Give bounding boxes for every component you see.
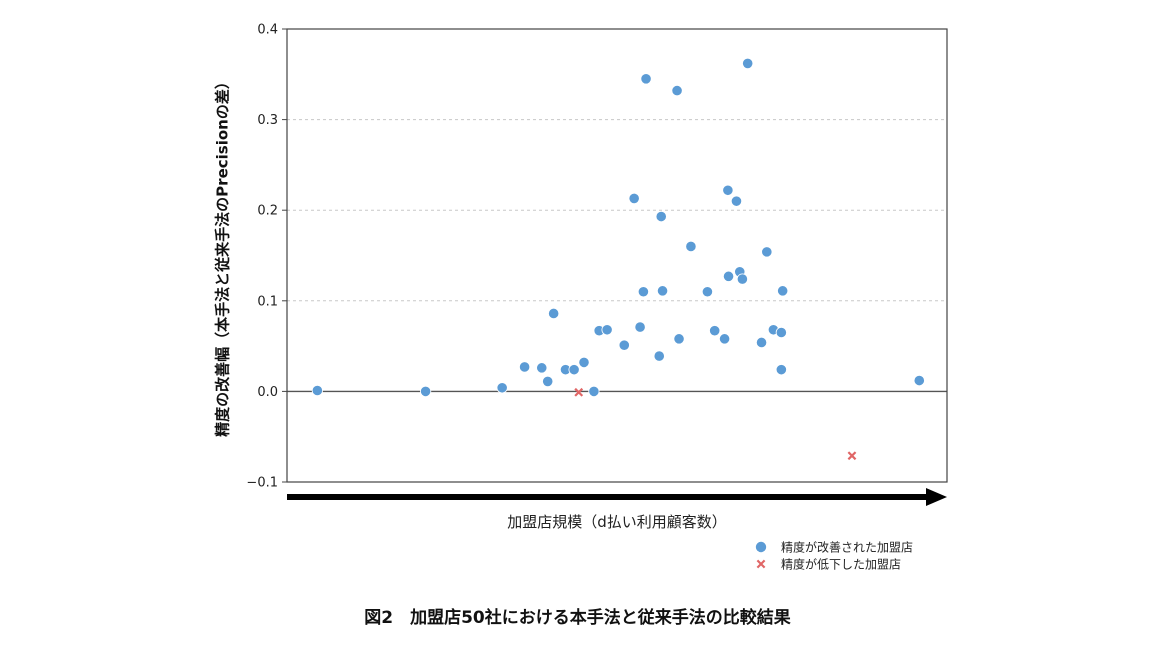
- data-point-improved: [761, 246, 773, 258]
- y-ticks: −0.1 0.0 0.1 0.2 0.3 0.4: [246, 23, 287, 491]
- data-point-improved: [722, 184, 734, 196]
- data-point-improved: [655, 210, 667, 223]
- data-point-improved: [671, 85, 683, 97]
- y-axis-title: 精度の改善幅（本手法と従来手法のPrecisionの差）: [214, 74, 232, 437]
- data-point-improved: [718, 333, 731, 345]
- x-axis-title: 加盟店規模（d払い利用顧客数）: [507, 513, 727, 531]
- data-point-improved: [578, 356, 590, 369]
- legend-label-declined: 精度が低下した加盟店: [781, 557, 901, 572]
- data-point-improved: [775, 326, 787, 339]
- data-point-improved: [588, 385, 600, 397]
- data-point-improved: [742, 57, 754, 70]
- data-point-improved: [601, 324, 613, 336]
- legend-marker-declined: [756, 559, 766, 569]
- data-point-improved: [536, 362, 548, 374]
- y-tick-label: 0.0: [257, 385, 278, 400]
- data-point-improved: [701, 286, 714, 298]
- y-tick-label: −0.1: [246, 476, 278, 491]
- data-point-improved: [653, 350, 665, 362]
- x-axis-arrow-head: [926, 488, 947, 506]
- legend-label-improved: 精度が改善された加盟店: [781, 540, 913, 555]
- data-point-improved: [618, 339, 630, 351]
- data-points: [311, 57, 925, 461]
- data-point-improved: [913, 374, 925, 387]
- y-tick-label: 0.4: [257, 23, 278, 38]
- data-point-improved: [640, 73, 652, 85]
- plot-frame: [286, 28, 948, 483]
- data-point-improved: [419, 385, 432, 397]
- figure-caption: 図2 加盟店50社における本手法と従来手法の比較結果: [364, 608, 791, 628]
- data-point-improved: [730, 195, 743, 207]
- legend: 精度が改善された加盟店 精度が低下した加盟店: [755, 540, 913, 572]
- data-point-declined: [574, 387, 584, 397]
- data-point-improved: [568, 364, 580, 376]
- data-point-improved: [673, 333, 685, 345]
- data-point-improved: [722, 270, 735, 282]
- grid-lines: [287, 119, 947, 302]
- data-point-improved: [634, 321, 646, 333]
- data-point-improved: [637, 286, 650, 298]
- data-point-improved: [496, 382, 508, 394]
- data-point-improved: [548, 307, 560, 320]
- y-tick-label: 0.2: [257, 204, 278, 219]
- data-point-improved: [628, 192, 640, 205]
- data-point-improved: [709, 325, 721, 337]
- y-tick-label: 0.1: [257, 294, 278, 309]
- y-tick-label: 0.3: [257, 113, 278, 128]
- data-point-improved: [755, 336, 768, 349]
- data-point-improved: [775, 364, 787, 376]
- data-point-improved: [777, 285, 789, 297]
- data-point-improved: [518, 361, 531, 373]
- data-point-improved: [311, 384, 323, 397]
- legend-marker-improved: [755, 541, 767, 553]
- data-point-improved: [542, 375, 554, 388]
- data-point-improved: [685, 240, 697, 253]
- data-point-declined: [847, 451, 857, 461]
- data-point-improved: [736, 273, 749, 285]
- data-point-improved: [656, 285, 669, 297]
